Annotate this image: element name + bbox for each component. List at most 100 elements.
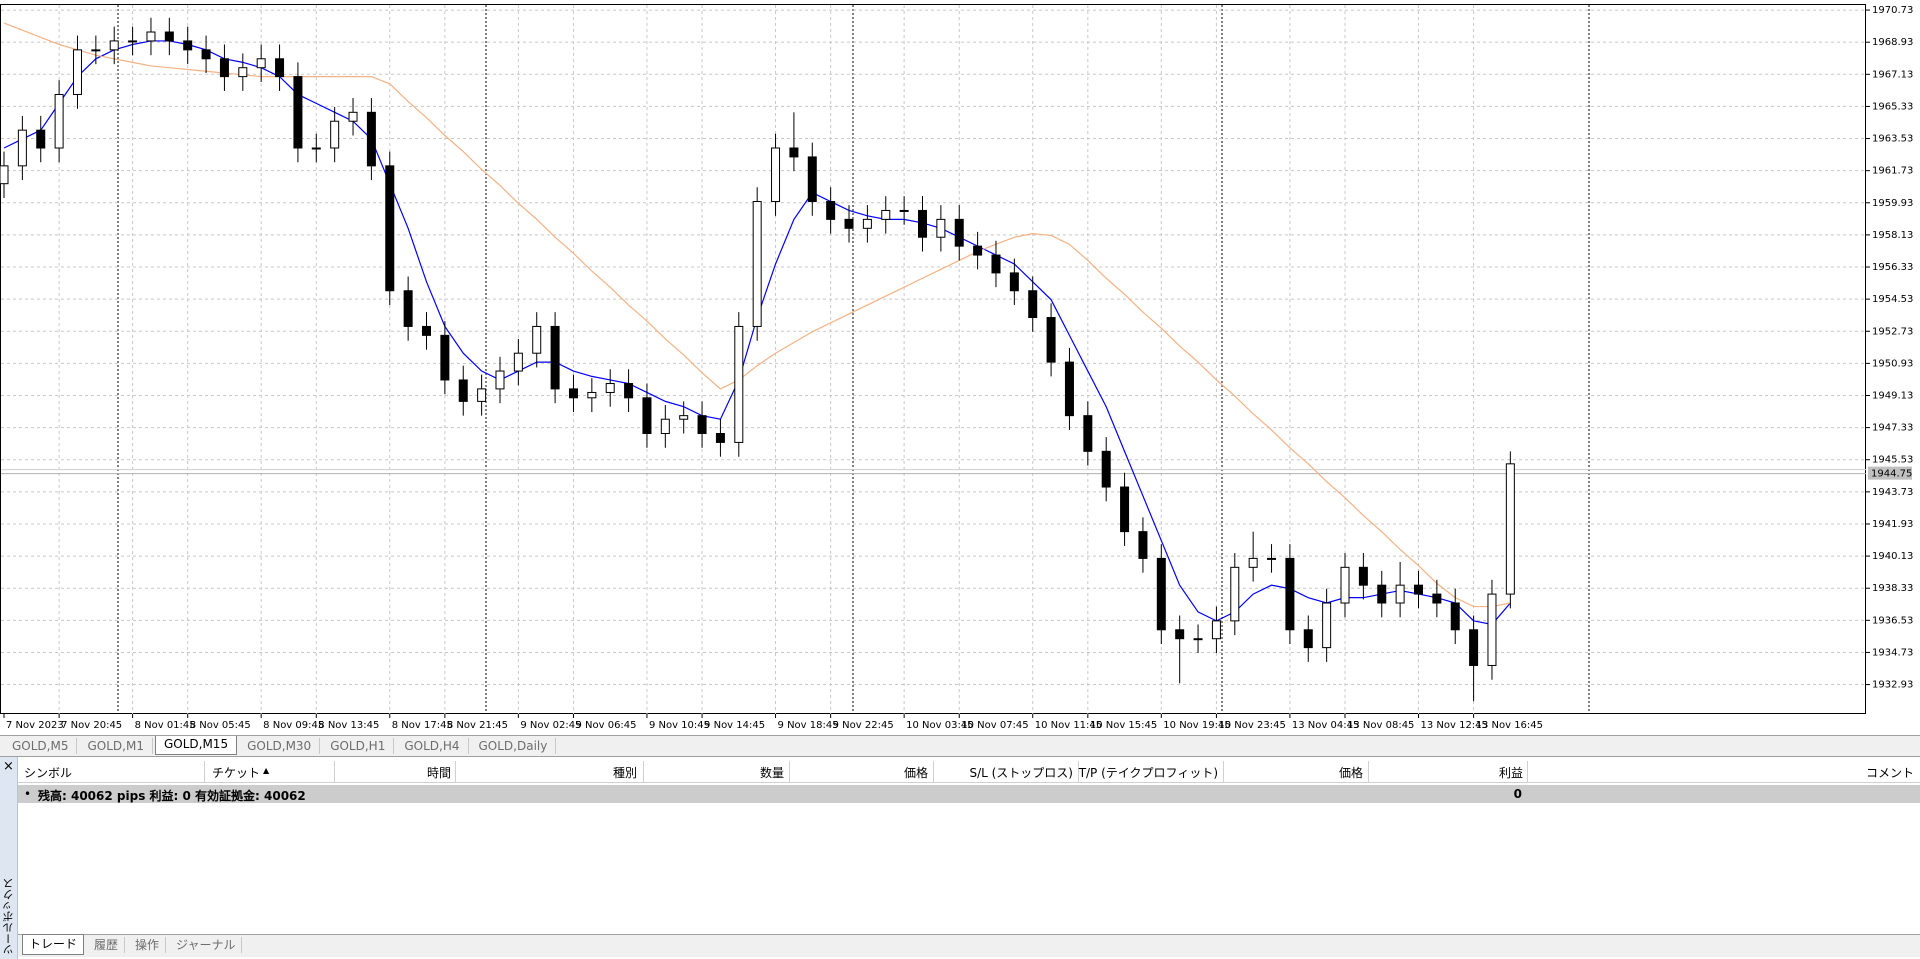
candle-body xyxy=(862,218,872,229)
candle-body xyxy=(201,49,211,60)
x-tick-label: 9 Nov 18:45 xyxy=(778,720,839,731)
candle-body xyxy=(991,254,1001,274)
x-tick-label: 8 Nov 17:45 xyxy=(392,720,453,731)
x-tick-label: 10 Nov 19:45 xyxy=(1163,720,1230,731)
toolbox: × ツールボックス シンボル チケット 時間 種別 数量 価格 S/L (ストップロス) T/… xyxy=(0,756,1920,959)
column-header[interactable]: チケット xyxy=(212,766,261,780)
candle-body xyxy=(1303,629,1313,649)
candle-body xyxy=(440,334,450,381)
candle-body xyxy=(1028,290,1038,319)
candle-body xyxy=(734,325,744,443)
summary-profit: 0 xyxy=(1513,787,1522,801)
candle-body xyxy=(844,218,854,229)
column-header[interactable]: T/P (テイクプロフィット) xyxy=(1078,766,1218,780)
column-header[interactable]: 価格 xyxy=(903,766,928,780)
x-tick-label: 13 Nov 12:45 xyxy=(1420,720,1487,731)
chart-tab[interactable]: GOLD,H4 xyxy=(396,738,469,754)
x-tick-label: 9 Nov 06:45 xyxy=(575,720,636,731)
x-tick-label: 9 Nov 10:45 xyxy=(649,720,710,731)
column-separator xyxy=(643,761,644,782)
chart-tab[interactable]: GOLD,M1 xyxy=(79,738,153,754)
candle-body xyxy=(918,209,927,238)
y-tick-label: 1954.53 xyxy=(1872,294,1913,305)
candle-body xyxy=(275,58,285,78)
candle-body xyxy=(0,165,9,185)
candle-body xyxy=(1469,629,1479,666)
candle-body xyxy=(36,129,46,149)
x-tick-label: 13 Nov 08:45 xyxy=(1347,720,1414,731)
table-header: シンボル チケット 時間 種別 数量 価格 S/L (ストップロス) T/P (テイクプロフィ… xyxy=(18,761,1920,783)
bid-label-box xyxy=(1868,466,1912,480)
candle-body xyxy=(1267,557,1277,560)
summary-text: 残高: 40062 pips 利益: 0 有効証拠金: 40062 xyxy=(38,789,306,803)
candle-body xyxy=(1450,602,1460,631)
column-header[interactable]: コメント xyxy=(1865,766,1914,780)
candle-body xyxy=(568,388,578,399)
candle-body xyxy=(422,325,432,336)
candle-body xyxy=(72,49,82,95)
candle-body xyxy=(311,147,321,150)
y-tick-label: 1943.73 xyxy=(1872,487,1913,498)
y-tick-label: 1945.53 xyxy=(1872,455,1913,466)
toolbox-tab[interactable]: トレード xyxy=(22,934,85,955)
y-tick-label: 1959.93 xyxy=(1872,198,1913,209)
candle-body xyxy=(697,415,707,434)
candle-body xyxy=(1248,557,1258,568)
column-separator xyxy=(1527,761,1528,782)
row-bullet: • xyxy=(24,787,32,801)
column-separator xyxy=(334,761,335,782)
column-header[interactable]: 利益 xyxy=(1498,766,1523,780)
sort-arrow: ▲ xyxy=(263,766,270,775)
y-tick-label: 1936.53 xyxy=(1872,615,1913,626)
candle-body xyxy=(881,209,891,220)
candle-body xyxy=(1156,557,1166,631)
chart-tab[interactable]: GOLD,H1 xyxy=(322,738,395,754)
candle-body xyxy=(1413,584,1423,595)
toolbox-tab[interactable]: ジャーナル xyxy=(170,937,243,953)
y-tick-label: 1970.73 xyxy=(1872,5,1913,16)
x-tick-label: 10 Nov 07:45 xyxy=(961,720,1028,731)
x-tick-label: 13 Nov 04:45 xyxy=(1292,720,1359,731)
candle-body xyxy=(164,31,174,42)
y-tick-label: 1952.73 xyxy=(1872,326,1913,337)
candle-body xyxy=(1193,638,1203,641)
y-tick-label: 1932.93 xyxy=(1872,680,1913,691)
y-tick-label: 1967.13 xyxy=(1872,69,1913,80)
x-tick-label: 10 Nov 11:45 xyxy=(1035,720,1102,731)
chart-tab[interactable]: GOLD,M5 xyxy=(4,738,78,754)
toolbox-strip: × ツールボックス xyxy=(0,757,18,959)
column-header[interactable]: S/L (ストップロス) xyxy=(969,766,1073,780)
summary-row: • 残高: 40062 pips 利益: 0 有効証拠金: 40062 0 xyxy=(18,785,1920,803)
column-header[interactable]: 数量 xyxy=(759,766,784,780)
candle-body xyxy=(293,76,303,149)
candle-body xyxy=(238,67,248,78)
close-button[interactable]: × xyxy=(3,759,14,774)
column-header[interactable]: シンボル xyxy=(24,766,73,780)
x-tick-label: 8 Nov 21:45 xyxy=(447,720,508,731)
chart-tab[interactable]: GOLD,M15 xyxy=(154,736,238,755)
day-separators xyxy=(117,5,1590,713)
column-header[interactable]: 価格 xyxy=(1338,766,1363,780)
candle-body xyxy=(936,218,946,238)
x-tick-label: 8 Nov 09:45 xyxy=(263,720,324,731)
candle-body xyxy=(1358,566,1368,586)
toolbox-label: ツールボックス xyxy=(2,878,15,955)
candle-body xyxy=(17,129,27,167)
toolbox-tabs: トレード 履歴 操作 ジャーナル xyxy=(18,934,1920,957)
y-tick-label: 1934.73 xyxy=(1872,647,1913,658)
chart-tab[interactable]: GOLD,Daily xyxy=(471,738,557,754)
column-separator xyxy=(455,761,456,782)
candle-body xyxy=(513,352,523,372)
candle-body xyxy=(219,58,229,78)
toolbox-tab[interactable]: 操作 xyxy=(129,937,167,953)
y-tick-label: 1968.93 xyxy=(1872,37,1913,48)
candle-body xyxy=(807,156,817,203)
column-header[interactable]: 種別 xyxy=(612,766,637,780)
candle-body xyxy=(1046,317,1056,363)
candle-body xyxy=(660,418,670,434)
toolbox-tab[interactable]: 履歴 xyxy=(88,937,126,953)
chart-tab[interactable]: GOLD,M30 xyxy=(239,738,321,754)
x-tick-label: 8 Nov 01:45 xyxy=(135,720,196,731)
column-header[interactable]: 時間 xyxy=(426,766,451,780)
y-tick-label: 1961.73 xyxy=(1872,166,1913,177)
